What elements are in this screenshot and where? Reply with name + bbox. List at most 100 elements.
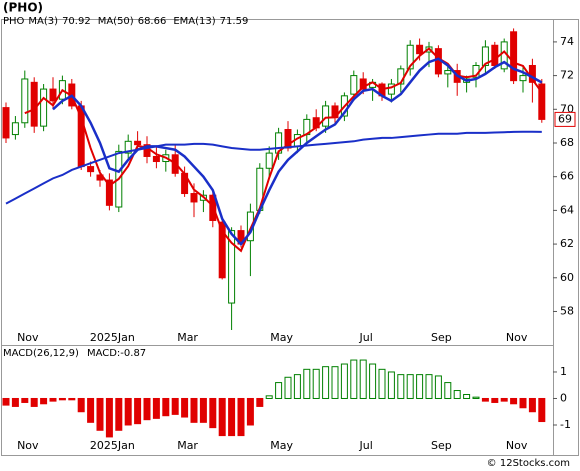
- macd-bar: [115, 397, 123, 431]
- macd-bar: [303, 368, 311, 399]
- legend-name: EMA(13): [173, 16, 215, 27]
- macd-bar: [2, 397, 10, 406]
- legend-value: 71.59: [220, 16, 249, 27]
- y-tick-label: 72: [560, 69, 574, 82]
- axis-panel: [553, 19, 579, 456]
- macd-bar: [77, 397, 85, 413]
- footer: © 12Stocks.com: [487, 458, 570, 469]
- macd-bar: [510, 397, 518, 405]
- y-tick-label: 68: [560, 136, 574, 149]
- y-tick-label: 1: [560, 365, 567, 378]
- macd-bar: [105, 397, 113, 438]
- macd-bar: [143, 397, 151, 421]
- candle-body: [2, 107, 10, 139]
- candle-body: [322, 105, 330, 127]
- x-tick-label: Nov: [17, 331, 39, 344]
- x-tick-label: Sep: [431, 439, 452, 452]
- macd-bar: [11, 397, 19, 407]
- macd-bar: [96, 397, 104, 431]
- macd-bar: [181, 397, 189, 418]
- macd-bar: [406, 374, 414, 399]
- last-price-label: 69: [558, 112, 572, 125]
- macd-bar: [434, 375, 442, 399]
- x-tick-label: 2025Jan: [90, 439, 135, 452]
- y-tick-label: 64: [560, 203, 574, 216]
- macd-bar: [134, 397, 142, 425]
- macd-bar: [284, 376, 292, 399]
- candle-body: [444, 70, 452, 75]
- candle-body: [190, 193, 198, 203]
- macd-bar: [519, 397, 527, 409]
- macd-bar: [256, 397, 264, 407]
- macd-title: MACD(26,12,9): [3, 348, 79, 359]
- candle-body: [40, 88, 48, 127]
- macd-bar: [528, 397, 536, 413]
- candle-body: [538, 83, 546, 120]
- macd-bar: [246, 397, 254, 426]
- candle-body: [359, 78, 367, 90]
- candle-body: [124, 140, 132, 154]
- candle-body: [416, 44, 424, 55]
- legend-value: 70.92: [62, 16, 91, 27]
- macd-bar: [275, 382, 283, 399]
- macd-bar: [463, 394, 471, 399]
- macd-bar: [237, 397, 245, 437]
- y-tick-label: 66: [560, 170, 574, 183]
- macd-bar: [162, 397, 170, 417]
- macd-bar: [387, 371, 395, 399]
- macd-bar: [265, 395, 273, 399]
- legend-value: 68.66: [138, 16, 167, 27]
- macd-bar: [171, 397, 179, 415]
- candle-body: [265, 152, 273, 169]
- macd-bar: [369, 363, 377, 399]
- legend: PHO MA(3) 70.92 MA(50) 68.66 EMA(13) 71.59: [3, 16, 248, 27]
- legend-name: MA(50): [98, 16, 134, 27]
- macd-bar: [124, 397, 132, 426]
- x-tick-label: Nov: [506, 331, 528, 344]
- x-tick-label: Jul: [359, 439, 373, 452]
- y-tick-label: 74: [560, 35, 574, 48]
- macd-bar: [331, 366, 339, 399]
- x-tick-label: Nov: [17, 439, 39, 452]
- macd-bar: [218, 397, 226, 437]
- x-tick-label: Sep: [431, 331, 452, 344]
- candle-body: [481, 46, 489, 66]
- legend-name: MA(3): [28, 16, 58, 27]
- macd-bar: [209, 397, 217, 429]
- legend-symbol: PHO: [3, 16, 25, 27]
- candle-body: [152, 155, 160, 163]
- candle-body: [387, 83, 395, 95]
- candle-body: [218, 221, 226, 279]
- last-price-box: [554, 111, 576, 127]
- candle-body: [87, 166, 95, 173]
- macd-bar: [228, 397, 236, 437]
- macd-bar: [68, 397, 76, 401]
- macd-bar: [293, 374, 301, 399]
- y-tick-label: -1: [560, 418, 571, 431]
- y-tick-label: 60: [560, 271, 574, 284]
- macd-bar: [190, 397, 198, 423]
- macd-bar: [350, 359, 358, 399]
- macd-bar: [416, 374, 424, 399]
- macd-bar: [312, 368, 320, 399]
- macd-bar: [425, 374, 433, 399]
- macd-bar: [340, 363, 348, 399]
- candle-body: [406, 44, 414, 70]
- candle-body: [134, 140, 142, 146]
- macd-bar: [397, 374, 405, 399]
- macd-bar: [472, 396, 480, 399]
- candle-body: [105, 179, 113, 206]
- candle-body: [228, 230, 236, 304]
- candle-body: [491, 44, 499, 66]
- macd-bar: [538, 397, 546, 423]
- candle-body: [350, 75, 358, 95]
- candle-body: [21, 78, 29, 124]
- moving-average: [52, 57, 543, 246]
- macd-value: MACD:-0.87: [87, 348, 146, 359]
- macd-bar: [58, 397, 66, 401]
- macd-bar: [87, 397, 95, 423]
- chart-title: (PHO): [3, 1, 43, 15]
- candle-body: [510, 31, 518, 82]
- macd-bar: [322, 366, 330, 399]
